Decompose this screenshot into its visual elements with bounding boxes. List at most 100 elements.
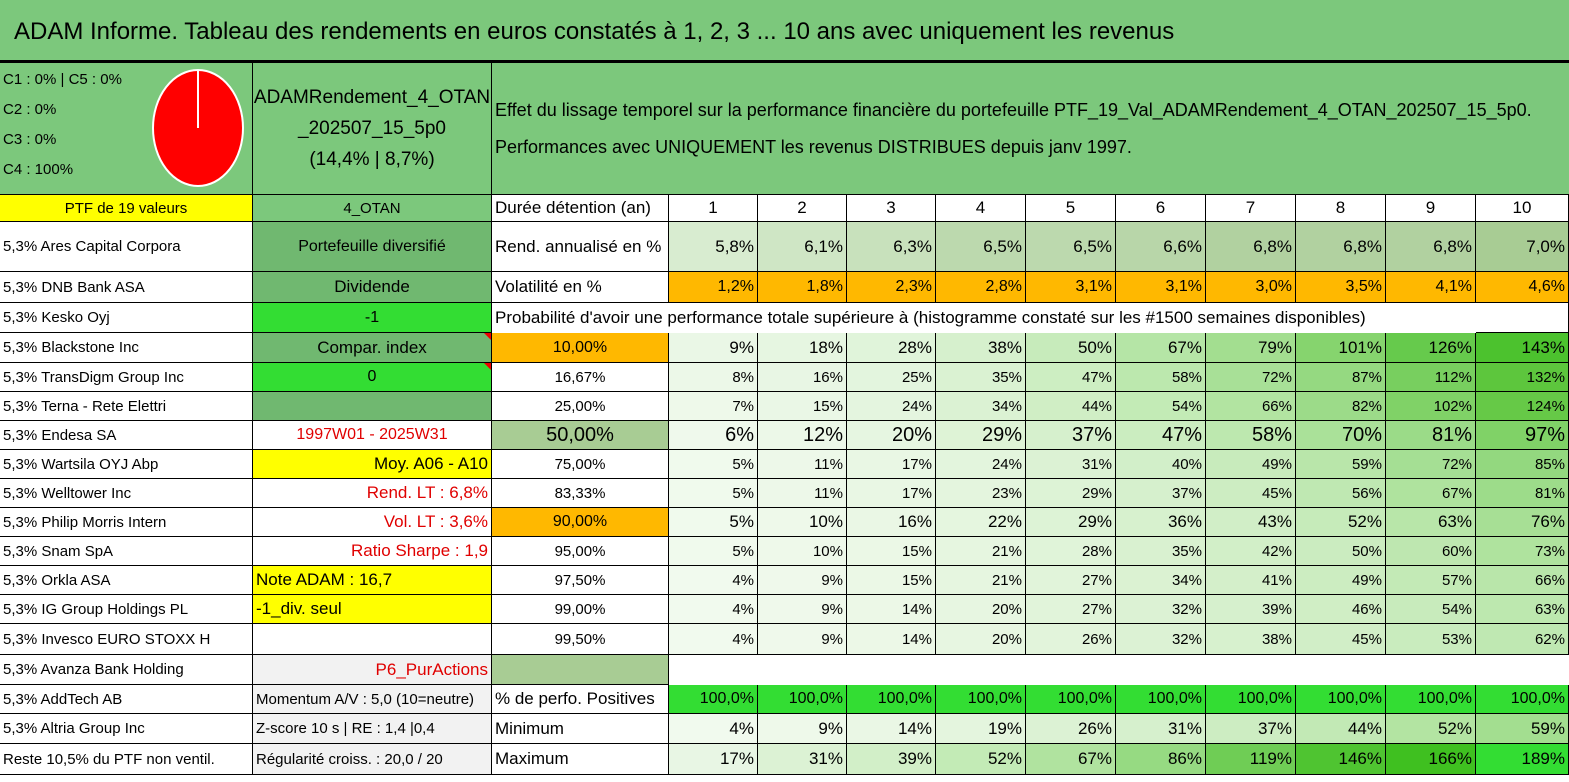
holding-row: 5,3% Blackstone Inc <box>0 333 253 363</box>
min-value: 19% <box>936 714 1026 744</box>
max-value: 17% <box>669 744 758 775</box>
prob-value: 132% <box>1476 363 1569 392</box>
vol-value: 3,0% <box>1206 272 1296 303</box>
prob-value: 20% <box>847 421 936 450</box>
max-value: 39% <box>847 744 936 775</box>
prob-value: 54% <box>1386 595 1476 624</box>
prob-value: 45% <box>1296 624 1386 655</box>
prob-value: 17% <box>847 450 936 479</box>
info-cell: Vol. LT : 3,6% <box>253 508 492 537</box>
prob-value: 16% <box>847 508 936 537</box>
prob-percentile: 99,00% <box>492 595 669 624</box>
year-header: 1 <box>669 195 758 222</box>
prob-value: 76% <box>1476 508 1569 537</box>
holding-row: 5,3% Invesco EURO STOXX H <box>0 624 253 655</box>
prob-value: 49% <box>1206 450 1296 479</box>
holding-row: Reste 10,5% du PTF non ventil. <box>0 744 253 775</box>
vol-value: 3,1% <box>1026 272 1116 303</box>
prob-value: 39% <box>1206 595 1296 624</box>
min-value: 59% <box>1476 714 1569 744</box>
pos-value: 100,0% <box>1116 685 1206 714</box>
prob-value: 29% <box>936 421 1026 450</box>
prob-value: 49% <box>1296 566 1386 595</box>
class-c2: C2 : 0% <box>3 101 57 118</box>
holding-row: 5,3% IG Group Holdings PL <box>0 595 253 624</box>
holding-row: 5,3% Welltower Inc <box>0 479 253 508</box>
prob-value: 56% <box>1296 479 1386 508</box>
prob-value: 32% <box>1116 595 1206 624</box>
prob-value: 5% <box>669 450 758 479</box>
prob-value: 9% <box>758 566 847 595</box>
prob-value: 67% <box>1116 333 1206 363</box>
prob-value: 14% <box>847 624 936 655</box>
prob-value: 16% <box>758 363 847 392</box>
rend-value: 6,8% <box>1206 222 1296 272</box>
max-label: Maximum <box>492 744 669 775</box>
prob-value: 15% <box>847 537 936 566</box>
prob-percentile: 25,00% <box>492 392 669 421</box>
year-header: 5 <box>1026 195 1116 222</box>
info-cell: Régularité croiss. : 20,0 / 20 <box>253 744 492 775</box>
pos-value: 100,0% <box>1206 685 1296 714</box>
info-cell: Z-score 10 s | RE : 1,4 |0,4 <box>253 714 492 744</box>
prob-value: 50% <box>1026 333 1116 363</box>
prob-percentile: 99,50% <box>492 624 669 655</box>
prob-value: 5% <box>669 479 758 508</box>
class-c4: C4 : 100% <box>3 161 74 178</box>
class-c3: C3 : 0% <box>3 131 57 148</box>
prob-value: 34% <box>936 392 1026 421</box>
max-value: 86% <box>1116 744 1206 775</box>
prob-value: 10% <box>758 537 847 566</box>
prob-value: 72% <box>1386 450 1476 479</box>
holding-row: 5,3% Orkla ASA <box>0 566 253 595</box>
prob-value: 62% <box>1476 624 1569 655</box>
vol-value: 3,1% <box>1116 272 1206 303</box>
prob-value: 11% <box>758 479 847 508</box>
year-header: 3 <box>847 195 936 222</box>
rend-value: 6,8% <box>1296 222 1386 272</box>
prob-value: 10% <box>758 508 847 537</box>
prob-value: 12% <box>758 421 847 450</box>
prob-value: 17% <box>847 479 936 508</box>
prob-value: 26% <box>1026 624 1116 655</box>
description-block: Effet du lissage temporel sur la perform… <box>492 63 1569 195</box>
holding-row: 5,3% DNB Bank ASA <box>0 272 253 303</box>
prob-value: 50% <box>1296 537 1386 566</box>
info-cell: -1_div. seul <box>253 595 492 624</box>
max-value: 146% <box>1296 744 1386 775</box>
prob-value: 57% <box>1386 566 1476 595</box>
prob-value: 8% <box>669 363 758 392</box>
year-header: 2 <box>758 195 847 222</box>
prob-value: 112% <box>1386 363 1476 392</box>
holding-row: 5,3% TransDigm Group Inc <box>0 363 253 392</box>
prob-value: 53% <box>1386 624 1476 655</box>
prob-value: 143% <box>1476 333 1569 363</box>
vol-value: 4,6% <box>1476 272 1569 303</box>
min-value: 52% <box>1386 714 1476 744</box>
prob-value: 58% <box>1116 363 1206 392</box>
info-cell: Portefeuille diversifié <box>253 222 492 272</box>
holding-row: 5,3% Kesko Oyj <box>0 303 253 333</box>
prob-value: 47% <box>1116 421 1206 450</box>
info-cell <box>253 392 492 421</box>
prob-value: 7% <box>669 392 758 421</box>
info-cell: P6_PurActions <box>253 655 492 685</box>
prob-title-end <box>1476 303 1569 333</box>
prob-value: 29% <box>1026 508 1116 537</box>
pos-value: 100,0% <box>1296 685 1386 714</box>
pos-label: % de perfo. Positives <box>492 685 669 714</box>
class-c1-c5: C1 : 0% | C5 : 0% <box>3 71 122 88</box>
pos-value: 100,0% <box>1476 685 1569 714</box>
prob-value: 70% <box>1296 421 1386 450</box>
prob-value: 32% <box>1116 624 1206 655</box>
comment-marker <box>484 363 491 370</box>
rend-value: 6,1% <box>758 222 847 272</box>
info-cell: Momentum A/V : 5,0 (10=neutre) <box>253 685 492 714</box>
prob-value: 38% <box>1206 624 1296 655</box>
prob-value: 20% <box>936 595 1026 624</box>
description-line1: Effet du lissage temporel sur la perform… <box>495 99 1532 120</box>
prob-percentile: 75,00% <box>492 450 669 479</box>
prob-value: 15% <box>847 566 936 595</box>
rend-label: Rend. annualisé en % <box>492 222 669 272</box>
prob-percentile: 16,67% <box>492 363 669 392</box>
